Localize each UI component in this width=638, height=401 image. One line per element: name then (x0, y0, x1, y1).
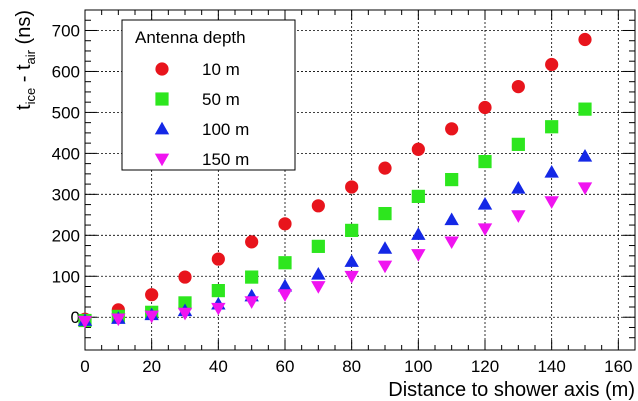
legend-marker (155, 92, 169, 106)
data-point (477, 223, 493, 236)
y-axis-title-part: - t (13, 64, 35, 88)
axis-ticks (84, 9, 636, 350)
x-tick-label: 160 (604, 357, 632, 376)
data-point (545, 120, 559, 134)
plot-frame (84, 9, 636, 351)
data-point (144, 310, 159, 324)
data-markers (77, 32, 593, 329)
data-point (478, 154, 492, 169)
data-point (311, 281, 326, 294)
data-point (511, 180, 526, 194)
data-point (511, 137, 525, 151)
data-point (244, 296, 259, 309)
data-point (445, 122, 459, 136)
data-point (77, 315, 93, 329)
data-point (511, 80, 525, 94)
y-axis-title-part: t (13, 104, 35, 110)
data-point (344, 270, 359, 284)
x-tick-label: 120 (471, 357, 499, 376)
data-point (311, 199, 325, 213)
legend-entry-label: 10 m (202, 60, 240, 79)
data-point (178, 296, 192, 310)
data-point (378, 161, 392, 175)
data-point (277, 289, 293, 302)
legend-entry-label: 150 m (202, 150, 249, 169)
data-point (577, 182, 593, 195)
data-point (478, 100, 492, 115)
legend-title: Antenna depth (135, 28, 246, 47)
data-point (544, 196, 559, 209)
x-tick-label: 0 (80, 357, 89, 376)
data-point (378, 206, 392, 221)
data-point (545, 57, 559, 72)
y-axis-title-part: (ns) (13, 10, 35, 50)
x-tick-label: 140 (537, 357, 565, 376)
x-tick-label: 100 (404, 357, 432, 376)
data-point (345, 180, 359, 194)
series-150-m (77, 182, 593, 329)
data-point (444, 236, 459, 250)
legend-marker (154, 121, 170, 135)
data-point (411, 189, 425, 203)
series-50-m (78, 102, 592, 328)
data-point (277, 278, 293, 292)
legend-entry-label: 50 m (202, 90, 240, 109)
y-tick-label: 100 (52, 267, 80, 286)
data-point (245, 270, 259, 284)
data-point (178, 270, 192, 284)
y-tick-label: 300 (52, 185, 80, 204)
data-point (544, 165, 559, 178)
data-point (177, 307, 193, 321)
series-10-m (78, 32, 592, 326)
y-tick-label: 200 (52, 226, 80, 245)
data-point (245, 235, 259, 249)
y-tick-label: 400 (52, 144, 80, 163)
y-tick-label: 700 (52, 21, 80, 40)
data-point (211, 302, 226, 316)
x-tick-label: 60 (276, 357, 295, 376)
x-tick-label: 20 (142, 357, 161, 376)
data-point (377, 241, 393, 254)
data-point (578, 102, 592, 116)
data-point (278, 256, 292, 270)
data-point (411, 227, 426, 240)
data-point (345, 223, 359, 237)
data-point (211, 252, 225, 266)
data-point (578, 32, 592, 47)
y-tick-label: 600 (52, 62, 80, 81)
data-point (344, 254, 359, 267)
data-point (311, 239, 325, 253)
data-point (311, 267, 326, 280)
x-tick-label: 80 (342, 357, 361, 376)
data-point (377, 260, 393, 274)
y-axis-title-subscript: air (23, 49, 38, 64)
data-point (411, 249, 426, 262)
data-point (444, 212, 459, 226)
y-tick-label: 0 (71, 308, 80, 327)
data-point (445, 172, 459, 187)
legend: Antenna depth 10 m 50 m 100 m 150 m (121, 19, 296, 171)
tick-labels: 0 20 40 60 80 100 120 140 160 0 100 200 300 400 500 600… (52, 21, 633, 376)
legend-marker (154, 153, 170, 167)
x-tick-label: 40 (209, 357, 228, 376)
y-tick-label: 500 (52, 103, 80, 122)
data-point (111, 313, 126, 327)
data-point (145, 288, 159, 302)
data-point (211, 284, 225, 298)
data-point (577, 149, 593, 162)
y-axis-title-subscript: ice (23, 88, 38, 105)
data-point (278, 217, 292, 231)
data-point (511, 210, 526, 223)
legend-entry-label: 100 m (202, 120, 249, 139)
legend-box (121, 19, 296, 171)
data-point (477, 196, 493, 210)
data-point (411, 142, 425, 156)
legend-marker (155, 62, 169, 76)
y-axis-title: tice - tair (ns) (13, 10, 38, 110)
x-axis-title: Distance to shower axis (m) (388, 379, 635, 401)
